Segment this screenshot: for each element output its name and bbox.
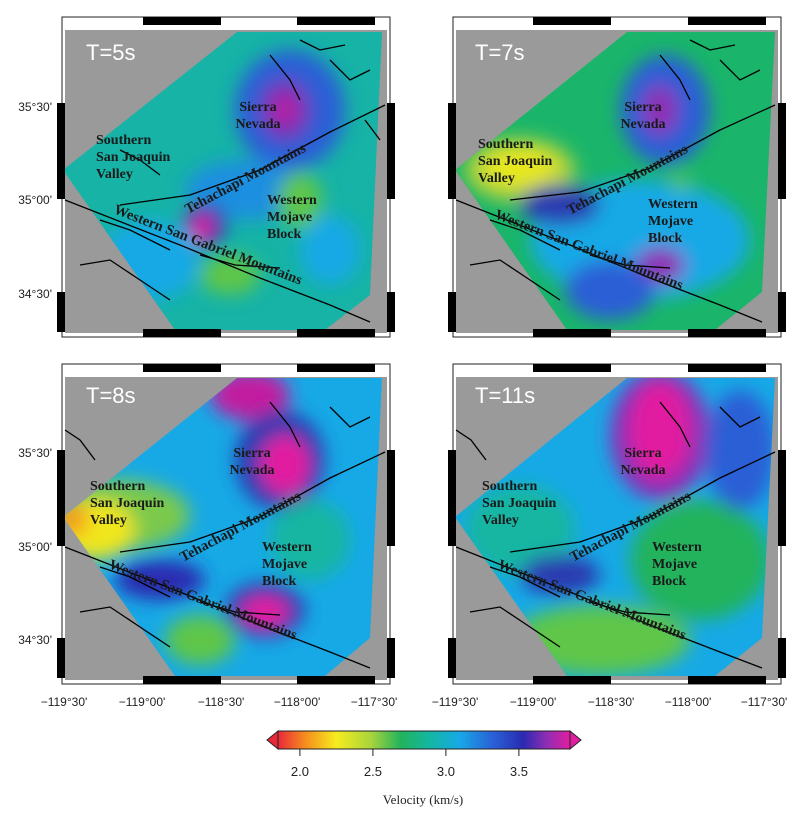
panel-title-t5: T=5s [86, 40, 136, 65]
x-tick-label: −119°00' [119, 695, 166, 709]
label-sierra-nevada: Sierra Nevada [620, 100, 665, 132]
velocity-field [455, 32, 775, 330]
x-tick-label: −118°00' [274, 695, 321, 709]
colorbar-tick-label: 3.5 [510, 764, 528, 779]
label-sierra-nevada: Sierra Nevada [229, 446, 274, 478]
label-san-joaquin: Southern San Joaquin Valley [482, 479, 557, 528]
panel-title-t11: T=11s [475, 383, 535, 408]
x-tick-label: −119°00' [510, 695, 557, 709]
velocity-field [63, 32, 382, 330]
label-mojave-block: Western Mojave Block [648, 197, 698, 246]
label-sierra-nevada: Sierra Nevada [620, 446, 665, 478]
y-tick-label: 35°30' [18, 100, 52, 114]
label-sierra-nevada: Sierra Nevada [235, 100, 280, 132]
y-axis-left-top: 35°30' 35°00' 34°30' [18, 100, 52, 301]
x-tick-label: −118°30' [588, 695, 635, 709]
x-tick-label: −119°30' [41, 695, 88, 709]
panel-t5 [61, 16, 391, 338]
x-tick-label: −117°30' [351, 695, 398, 709]
colorbar-gradient [277, 730, 571, 750]
panel-title-t8: T=8s [86, 383, 136, 408]
label-mojave-block: Western Mojave Block [262, 540, 312, 589]
y-tick-label: 35°30' [18, 446, 52, 460]
x-tick-label: −118°00' [665, 695, 712, 709]
colorbar-tick-label: 2.0 [291, 764, 309, 779]
y-axis-left-bottom: 35°30' 35°00' 34°30' [18, 446, 52, 647]
y-tick-label: 35°00' [18, 540, 52, 554]
x-tick-label: −119°30' [432, 695, 479, 709]
y-tick-label: 34°30' [18, 633, 52, 647]
fault-lines [64, 39, 776, 669]
y-tick-label: 35°00' [18, 193, 52, 207]
panel-title-t7: T=7s [475, 40, 525, 65]
colorbar-tick-label: 3.0 [437, 764, 455, 779]
x-tick-label: −118°30' [198, 695, 245, 709]
panel-t8 [61, 363, 391, 685]
colorbar-ticks: 2.0 2.5 3.0 3.5 [291, 749, 528, 779]
panel-t7 [452, 16, 782, 338]
colorbar-label: Velocity (km/s) [383, 792, 464, 807]
label-san-joaquin: Southern San Joaquin Valley [96, 133, 171, 182]
frame-bars [57, 17, 786, 684]
label-san-joaquin: Southern San Joaquin Valley [478, 137, 553, 186]
x-axis-left: −119°30' −119°00' −118°30' −118°00' −117… [41, 695, 398, 709]
panel-t11 [452, 363, 782, 685]
label-mojave-block: Western Mojave Block [267, 193, 317, 242]
colorbar-left-arrow [266, 729, 279, 751]
label-mojave-block: Western Mojave Block [652, 540, 702, 589]
colorbar-tick-label: 2.5 [364, 764, 382, 779]
y-tick-label: 34°30' [18, 287, 52, 301]
colorbar-right-arrow [569, 729, 582, 751]
x-axis-right: −119°30' −119°00' −118°30' −118°00' −117… [432, 695, 788, 709]
colorbar: 2.0 2.5 3.0 3.5 Velocity (km/s) [266, 729, 582, 807]
label-san-joaquin: Southern San Joaquin Valley [90, 479, 165, 528]
x-tick-label: −117°30' [741, 695, 788, 709]
